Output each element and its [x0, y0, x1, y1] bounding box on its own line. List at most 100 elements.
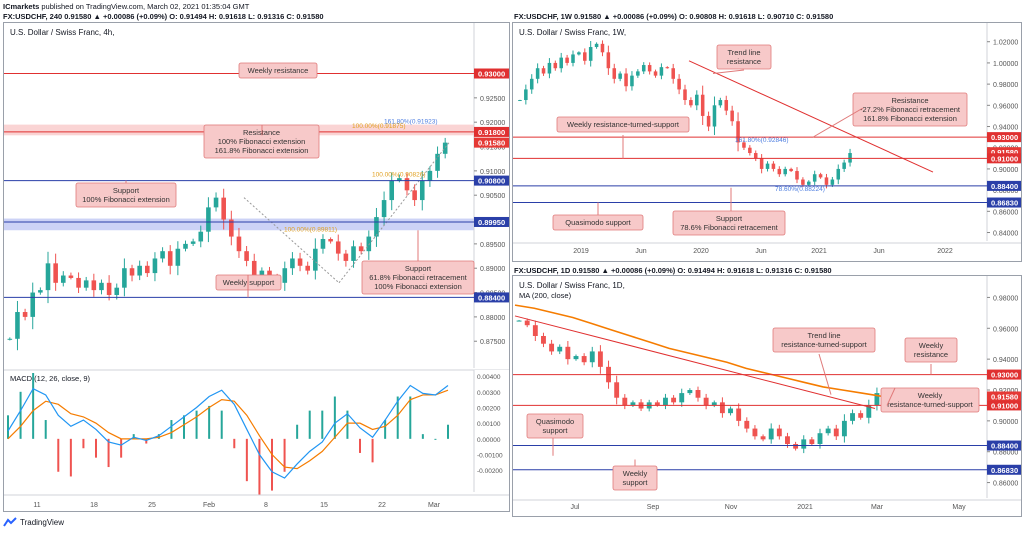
y-tick-label: 0.96000	[993, 326, 1018, 333]
x-tick-label: Jun	[635, 248, 646, 255]
candle-body	[759, 158, 764, 169]
level-label: 0.91000	[991, 154, 1018, 163]
chart-4h[interactable]: U.S. Dollar / Swiss Franc, 4h,CHF0.92500…	[4, 23, 509, 511]
tradingview-logo[interactable]: TradingView	[3, 517, 64, 527]
annotation-text: Weekly resistance-turned-support	[567, 120, 680, 129]
macd-histogram-bar	[434, 438, 437, 440]
candle-body	[842, 162, 846, 169]
candle-body	[801, 439, 807, 449]
y-tick-label: 0.86000	[993, 481, 1018, 488]
candle-body	[518, 100, 522, 102]
candle-body	[614, 382, 620, 398]
ma-200-line	[514, 304, 882, 397]
candle-body	[677, 78, 681, 90]
macd-title: MACD (12, 26, close, 9)	[10, 374, 91, 383]
macd-histogram-bar	[107, 438, 110, 468]
chart-4h-pane[interactable]: U.S. Dollar / Swiss Franc, 4h,CHF0.92500…	[3, 22, 510, 512]
y-tick-label: 0.84000	[993, 231, 1018, 238]
candle-body	[771, 163, 776, 169]
candle-body	[671, 68, 675, 79]
level-tag	[474, 68, 509, 79]
candle-body	[841, 420, 847, 437]
x-tick-label: 15	[320, 502, 328, 509]
y-tick-label: 0.98000	[993, 82, 1018, 89]
candle-body	[711, 402, 717, 406]
candle-body	[807, 181, 811, 185]
candle-body	[68, 275, 74, 278]
candle-body	[795, 171, 799, 180]
y-tick-label: 0.90000	[993, 167, 1018, 174]
candle-body	[874, 393, 880, 406]
candle-body	[612, 68, 617, 79]
level-label: 0.86830	[991, 466, 1018, 475]
x-tick-label: 18	[90, 502, 98, 509]
candle-body	[695, 390, 701, 398]
candle-body	[833, 428, 839, 437]
candle-body	[809, 439, 815, 444]
x-tick-label: Jun	[755, 248, 766, 255]
candle-body	[742, 142, 746, 148]
fib-label: 78.60%(0.88224)	[775, 186, 825, 193]
chart-1w-pane[interactable]: U.S. Dollar / Swiss Franc, 1W,CHF1.02000…	[512, 22, 1022, 262]
candle-body	[529, 78, 534, 90]
candle-body	[60, 275, 66, 283]
annotation-text: 100% Fibonacci extension	[218, 137, 306, 146]
candle-body	[328, 239, 333, 242]
macd-histogram-bar	[346, 410, 349, 439]
candle-body	[594, 43, 599, 48]
y-tick-label: 0.94000	[993, 125, 1018, 132]
candle-body	[305, 265, 310, 271]
y-tick-label: 0.90500	[480, 193, 505, 200]
chart-1d-pane[interactable]: U.S. Dollar / Swiss Franc, 1D, MA (200, c…	[512, 275, 1022, 517]
candle-body	[236, 236, 242, 252]
level-tag	[987, 197, 1021, 208]
candle-body	[618, 73, 622, 79]
published-text: published on TradingView.com, March 02, …	[41, 2, 250, 11]
y-tick-label: 0.91500	[480, 145, 505, 152]
candle-body	[547, 62, 552, 74]
candle-body	[535, 68, 540, 79]
annotation-text: Resistance	[891, 96, 928, 105]
candle-body	[175, 248, 181, 266]
x-tick-label: May	[952, 504, 966, 511]
annotation-text: Support	[405, 264, 432, 273]
level-label: 0.88400	[991, 442, 1018, 451]
annotation-text: Weekly support	[223, 278, 275, 287]
chart-1d[interactable]: U.S. Dollar / Swiss Franc, 1D,MA (200, c…	[513, 276, 1021, 516]
candle-body	[91, 280, 97, 291]
macd-y-tick-label: 0.00200	[477, 405, 501, 412]
candle-body	[630, 75, 634, 87]
x-tick-label: Feb	[203, 502, 215, 509]
annotation-text: 100% Fibonacci extension	[374, 282, 462, 291]
level-tag	[987, 153, 1021, 164]
y-tick-label: 0.94000	[993, 357, 1018, 364]
current-price-tag	[987, 391, 1021, 402]
x-tick-label: 11	[33, 502, 40, 509]
macd-y-tick-label: -0.00200	[477, 468, 503, 475]
annotation-text: support	[542, 426, 568, 435]
y-tick-label: 1.00000	[993, 61, 1018, 68]
candle-body	[730, 110, 734, 122]
candle-body	[830, 179, 835, 185]
candle-body	[297, 258, 303, 266]
y-tick-label: 0.88000	[993, 450, 1018, 457]
chart-1w[interactable]: U.S. Dollar / Swiss Franc, 1W,CHF1.02000…	[513, 23, 1021, 261]
candle-body	[600, 43, 605, 53]
macd-histogram-bar	[132, 434, 135, 439]
candle-body	[38, 290, 43, 293]
x-tick-label: 2021	[811, 248, 827, 255]
candle-body	[636, 71, 640, 76]
candle-body	[659, 67, 664, 76]
candle-body	[695, 94, 699, 106]
annotation-pointer	[818, 353, 832, 395]
candle-body	[641, 65, 646, 72]
annotation-box	[772, 327, 876, 353]
annotation-text: 161.8% Fibonacci extension	[215, 146, 309, 155]
macd-histogram-bar	[245, 438, 248, 482]
candle-body	[320, 239, 326, 249]
y-tick-label: 0.89500	[480, 242, 505, 249]
annotation-text: resistance-turned-support	[781, 340, 867, 349]
candle-body	[565, 346, 571, 360]
level-tag	[987, 132, 1021, 143]
candle-body	[549, 343, 555, 352]
